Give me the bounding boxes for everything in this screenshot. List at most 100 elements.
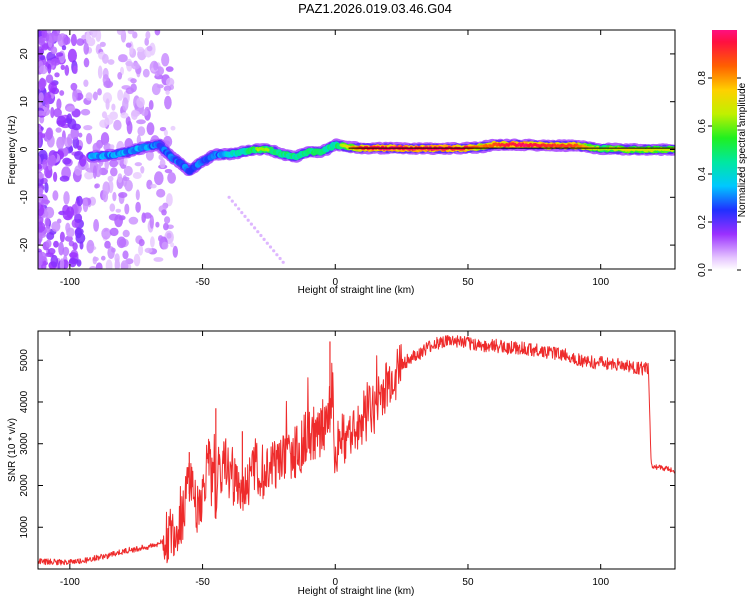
- noise-blob: [161, 53, 170, 67]
- noise-blob: [45, 127, 54, 140]
- noise-blob: [144, 37, 149, 46]
- noise-blob: [50, 107, 55, 119]
- noise-blob: [265, 241, 269, 245]
- noise-blob: [38, 251, 47, 262]
- noise-blob: [54, 72, 60, 78]
- noise-blob: [53, 171, 58, 182]
- noise-blob: [76, 195, 83, 207]
- noise-blob: [237, 207, 241, 211]
- noise-blob: [128, 216, 139, 225]
- noise-blob: [70, 82, 78, 91]
- noise-blob: [47, 248, 56, 255]
- noise-blob: [170, 125, 176, 131]
- noise-blob: [272, 249, 276, 253]
- noise-blob: [122, 229, 130, 238]
- colorbar-ticks: 0.0 0.2 0.4 0.6 0.8: [697, 71, 741, 277]
- noise-blob: [117, 173, 123, 184]
- noise-blob: [101, 255, 106, 261]
- noise-blob: [83, 79, 89, 87]
- y-tick-label: -20: [19, 237, 30, 252]
- noise-blob: [52, 30, 61, 37]
- noise-blob: [120, 260, 129, 269]
- x-tick-label: 0: [332, 577, 338, 588]
- noise-blob: [146, 122, 155, 136]
- snr-ylabel: SNR (10 * v/v): [7, 418, 18, 482]
- noise-blob: [70, 33, 77, 47]
- noise-blob: [143, 212, 152, 219]
- noise-blob: [74, 213, 83, 224]
- noise-blob: [138, 239, 145, 247]
- noise-blob: [55, 52, 64, 57]
- noise-blob: [163, 222, 169, 231]
- noise-blob: [56, 98, 62, 110]
- noise-blob: [71, 123, 81, 131]
- noise-blob: [153, 61, 159, 71]
- noise-blob: [149, 215, 154, 229]
- noise-blob: [83, 42, 89, 55]
- noise-blob: [130, 78, 137, 84]
- noise-blob: [69, 252, 78, 258]
- noise-blob: [114, 253, 120, 263]
- noise-blob: [165, 90, 170, 95]
- noise-blob: [164, 95, 172, 110]
- noise-blob: [72, 242, 78, 251]
- noise-blob: [45, 225, 51, 233]
- noise-blob: [278, 256, 282, 261]
- noise-blob: [127, 30, 135, 35]
- snr-x-axis: -100 -50 0 50 100: [60, 331, 609, 588]
- noise-blob: [103, 80, 114, 89]
- noise-blob: [59, 90, 65, 96]
- noise-blob: [163, 129, 168, 137]
- noise-blob: [123, 165, 133, 177]
- noise-blob: [38, 134, 42, 148]
- noise-blob: [125, 87, 135, 95]
- noise-blob: [107, 59, 115, 65]
- noise-blob: [156, 188, 166, 198]
- y-tick-label: 4000: [19, 390, 30, 413]
- noise-blob: [109, 159, 119, 168]
- noise-blob: [109, 203, 116, 212]
- x-tick-label: -100: [60, 277, 80, 288]
- noise-blob: [159, 127, 167, 132]
- noise-blob: [38, 92, 44, 103]
- y-tick-label: 5000: [19, 349, 30, 372]
- y-tick-label: 2000: [19, 474, 30, 497]
- noise-blob: [52, 190, 59, 201]
- noise-blob: [158, 235, 164, 242]
- noise-blob: [97, 65, 103, 79]
- noise-blob: [76, 38, 85, 46]
- noise-blob: [83, 57, 90, 68]
- noise-blob: [40, 199, 51, 205]
- noise-blob: [167, 172, 177, 184]
- noise-blob: [74, 165, 83, 176]
- noise-blob: [131, 62, 140, 70]
- x-tick-label: 100: [592, 277, 609, 288]
- noise-blob: [111, 247, 116, 253]
- noise-blob: [159, 158, 166, 169]
- noise-blob: [109, 144, 115, 150]
- noise-blob: [50, 254, 59, 268]
- noise-blob: [116, 236, 127, 249]
- noise-blob: [44, 217, 50, 227]
- noise-blob: [95, 30, 102, 42]
- noise-blob: [142, 68, 150, 78]
- colorbar-tick-label: 0.4: [697, 167, 708, 181]
- noise-blob: [124, 203, 130, 215]
- noise-blob: [95, 262, 103, 269]
- noise-blob: [92, 165, 97, 179]
- spectrogram-y-axis: -20 -10 0 10 20: [19, 48, 675, 252]
- colorbar-tick-label: 0.8: [697, 71, 708, 85]
- noise-blob: [63, 36, 71, 45]
- noise-blob: [78, 132, 83, 138]
- noise-blob: [67, 48, 77, 63]
- noise-blob: [256, 230, 260, 234]
- x-tick-label: 50: [462, 277, 474, 288]
- noise-blob: [240, 211, 244, 215]
- noise-blob: [39, 77, 46, 91]
- noise-blob: [77, 145, 82, 151]
- noise-blob: [100, 132, 110, 146]
- noise-blob: [164, 169, 173, 174]
- colorbar-gradient: [712, 30, 737, 270]
- noise-blob: [154, 171, 164, 186]
- noise-blob: [151, 83, 161, 96]
